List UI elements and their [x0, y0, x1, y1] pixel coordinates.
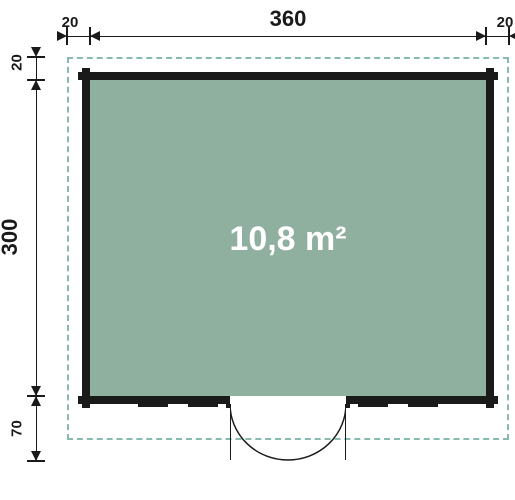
dim-left-main-label: 300	[0, 207, 23, 267]
door-arcs	[230, 404, 346, 464]
bottom-mark-4	[408, 404, 438, 407]
dim-left-top20-label: 20	[9, 48, 26, 78]
wall-right	[486, 80, 494, 396]
bottom-mark-3	[358, 404, 388, 407]
door-jamb-r	[346, 396, 350, 408]
floorplan-canvas: 10,8 m² 360	[0, 0, 515, 500]
dim-left-arrow-t	[31, 80, 41, 90]
dim-top-right20-line	[486, 36, 509, 37]
corner-tl-v	[82, 68, 90, 80]
corner-tr-v	[486, 68, 494, 80]
dim-top-right20-label: 20	[490, 14, 515, 31]
dim-top-main-label: 360	[90, 6, 486, 32]
bottom-mark-1	[138, 404, 168, 407]
dim-left-bot70-arrow-t	[31, 396, 41, 406]
dim-top-arrow-l	[90, 31, 100, 41]
bottom-mark-2	[188, 404, 218, 407]
dim-left-top20-arrow	[31, 47, 41, 57]
dim-left-main-line	[36, 80, 37, 396]
dim-top-left20-arrow	[57, 31, 67, 41]
dim-left-arrow-b	[31, 386, 41, 396]
wall-left	[82, 80, 90, 396]
corner-br-v	[486, 396, 494, 408]
dim-top-right20-arrow	[509, 31, 515, 41]
dim-left-bot70-arrow-b	[31, 451, 41, 461]
dim-top-left20-label: 20	[55, 14, 85, 31]
area-label: 10,8 m²	[90, 220, 486, 259]
wall-bottom-left	[90, 396, 230, 404]
wall-top	[90, 72, 486, 80]
dim-left-top20-line	[36, 57, 37, 80]
wall-bottom-right	[346, 396, 486, 404]
dim-top-left20-line	[67, 36, 90, 37]
corner-bl-v	[82, 396, 90, 408]
dim-top-arrow-r	[476, 31, 486, 41]
dim-top-main-line	[90, 36, 486, 37]
door	[230, 404, 346, 460]
dim-left-bot70-label: 70	[9, 414, 26, 444]
